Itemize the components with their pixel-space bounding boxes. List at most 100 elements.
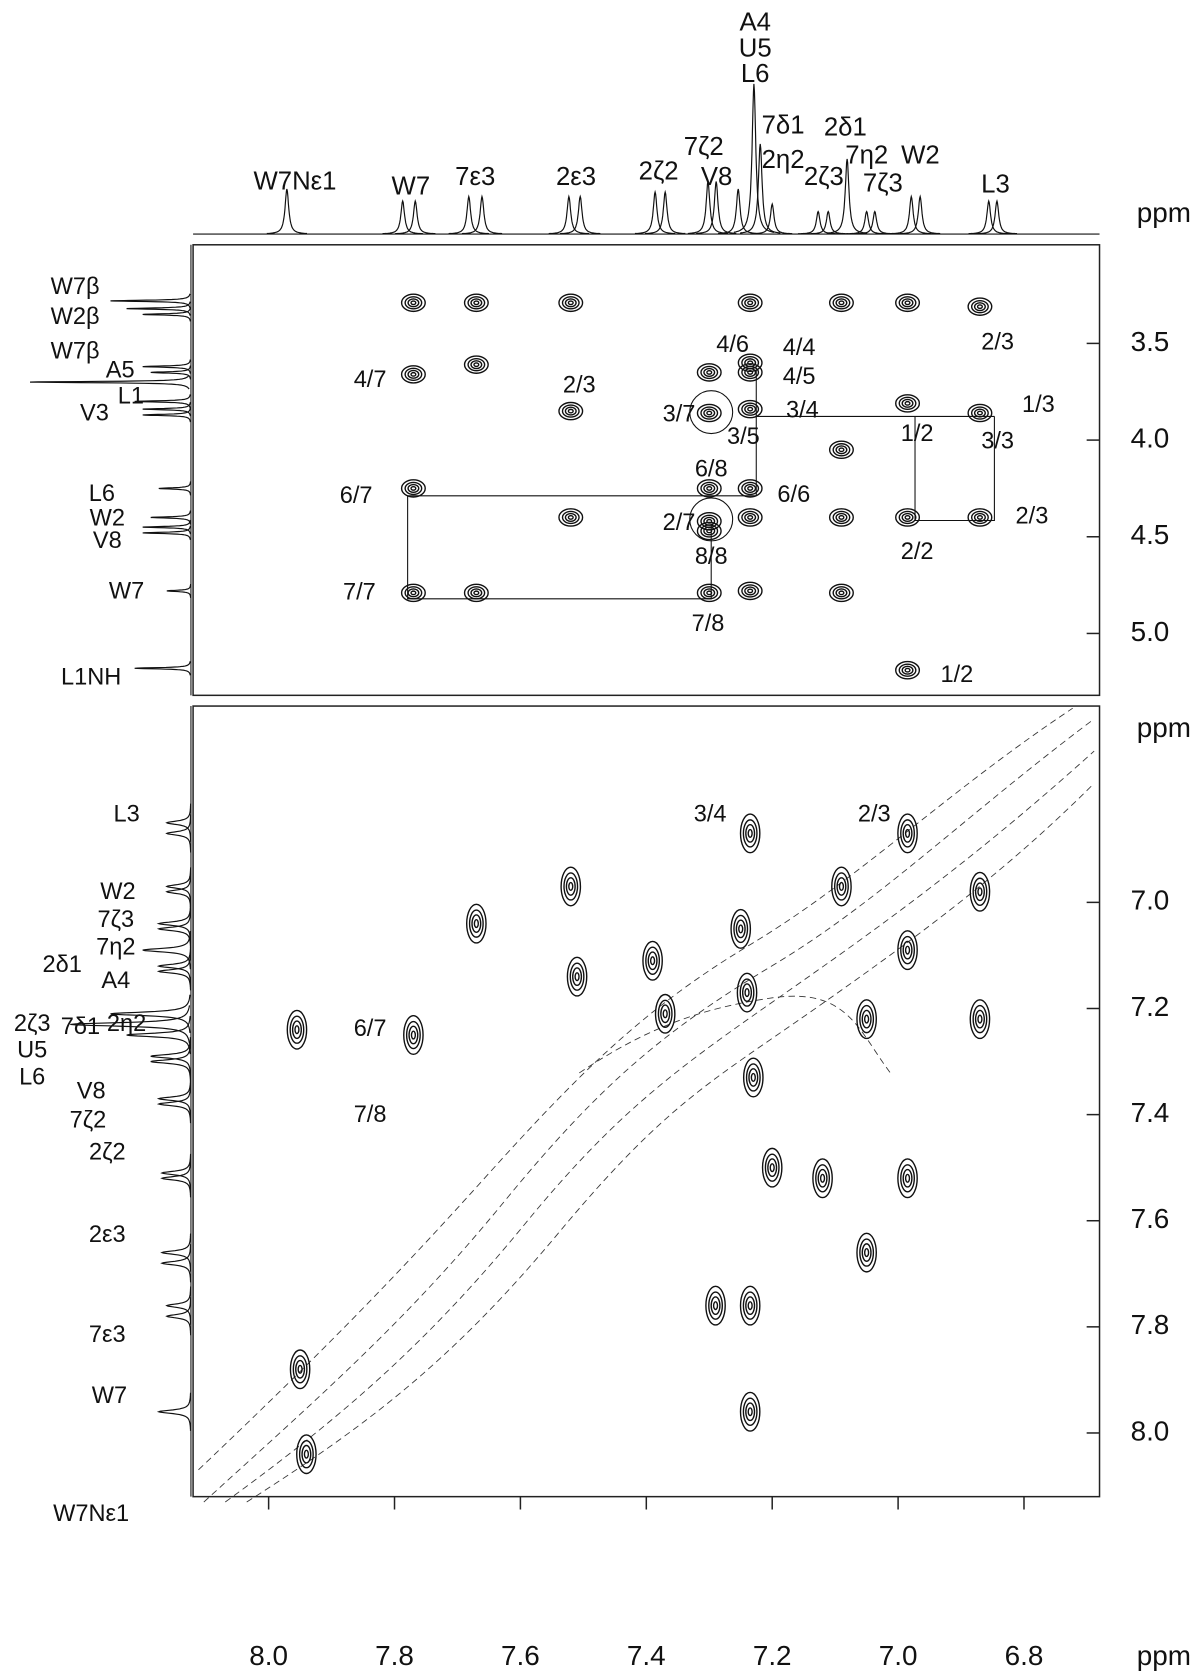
contour — [750, 1072, 756, 1083]
contour — [400, 479, 426, 498]
spectrum-peak — [891, 194, 932, 235]
peak-label: 7ζ3 — [863, 170, 903, 198]
cross-peak — [558, 293, 584, 313]
spectrum-peak — [165, 872, 192, 911]
cross-peak — [812, 1158, 833, 1199]
cross-peak — [967, 403, 993, 423]
cross-peak — [558, 508, 584, 527]
contour — [748, 1068, 759, 1087]
contour — [700, 365, 719, 380]
cross-peak — [737, 363, 763, 382]
y-tick-label: 4.5 — [1131, 519, 1170, 550]
spectrum-peak — [160, 1159, 192, 1198]
contour — [747, 588, 754, 594]
spectrum-peak — [150, 365, 191, 380]
cross-peak — [560, 866, 582, 907]
contour — [407, 298, 420, 308]
cross-peak — [737, 479, 763, 498]
contour — [744, 358, 757, 368]
spectrum-peak — [134, 660, 191, 676]
peak-label: 2η2 — [107, 1010, 146, 1036]
contour — [660, 1004, 671, 1024]
contour — [828, 293, 854, 313]
contour — [662, 1009, 668, 1019]
cross-peak-label: 3/4 — [694, 801, 727, 827]
contour — [812, 1158, 833, 1199]
contour — [900, 819, 915, 848]
contour — [295, 1359, 306, 1379]
spectrum-peak — [854, 210, 896, 235]
cross-peak — [696, 479, 722, 498]
contour — [835, 512, 848, 522]
contour — [303, 1449, 310, 1459]
diagonal-contour — [246, 782, 1095, 1503]
cross-peak — [739, 1391, 761, 1432]
spectrum-peak — [165, 814, 192, 853]
contour — [410, 590, 417, 596]
contour — [738, 924, 744, 934]
diagonal-contour — [579, 995, 891, 1074]
contour — [739, 1285, 761, 1326]
spectrum-peak — [395, 198, 436, 235]
contour — [900, 935, 915, 965]
peak-label: L6 — [89, 480, 115, 506]
contour — [745, 1402, 756, 1422]
peak-label: L3 — [113, 801, 139, 827]
peak-label: 2ε3 — [89, 1221, 126, 1247]
contour — [473, 590, 480, 596]
contour — [703, 408, 716, 418]
contour — [832, 586, 851, 600]
contour — [737, 399, 763, 419]
contour — [568, 881, 574, 892]
cross-peak — [742, 1057, 764, 1098]
cross-peak-label: 6/6 — [777, 481, 810, 507]
top-axis-label: ppm — [1137, 197, 1191, 228]
contour — [745, 1296, 756, 1316]
cross-peak — [897, 930, 918, 971]
x-tick-label: 7.0 — [879, 1640, 918, 1671]
spectrum-peak — [160, 1233, 192, 1272]
cross-peak — [967, 508, 993, 527]
peak-label: 7η2 — [845, 142, 888, 170]
cross-peak — [739, 813, 761, 854]
contour — [969, 871, 991, 912]
peak-label: 7ζ2 — [684, 133, 724, 161]
diagonal-band — [198, 707, 1095, 1503]
peak-label: 2δ1 — [824, 114, 867, 142]
peak-label: 2ζ3 — [14, 1010, 51, 1036]
contour — [974, 882, 985, 902]
spectrum-peak — [687, 181, 729, 235]
cross-peak — [969, 999, 991, 1040]
contour — [710, 1296, 721, 1316]
contour — [473, 300, 480, 306]
contour — [741, 510, 760, 525]
spectrum-peak — [846, 210, 887, 235]
y-tick-label: 7.6 — [1131, 1203, 1170, 1234]
cross-peak — [730, 908, 752, 949]
spectrum-peak — [70, 1005, 191, 1044]
peak-label: 2ζ2 — [89, 1139, 126, 1165]
cross-peak — [400, 479, 426, 498]
peak-label: V3 — [80, 400, 109, 426]
spectrum-peak — [266, 188, 308, 235]
contour — [564, 512, 577, 522]
cross-peak — [761, 1147, 783, 1188]
cross-peak — [400, 583, 426, 603]
contour — [832, 510, 851, 525]
cross-peak-label: 2/2 — [901, 538, 934, 564]
peak-label: 2η2 — [762, 146, 805, 174]
spectrum-peak — [126, 301, 191, 316]
spectrum-peak — [548, 194, 590, 235]
contour — [898, 396, 917, 411]
spectrum-peak — [165, 1297, 192, 1336]
spectrum-peak — [645, 189, 686, 235]
contour — [761, 1147, 783, 1188]
spectrum-peak — [382, 199, 423, 235]
contour — [744, 586, 757, 596]
contour — [836, 877, 847, 896]
contour — [696, 479, 722, 498]
cross-peak — [654, 993, 676, 1034]
contour — [967, 297, 993, 316]
spectrum-peak — [142, 930, 191, 970]
spectrum-peak — [752, 202, 793, 235]
